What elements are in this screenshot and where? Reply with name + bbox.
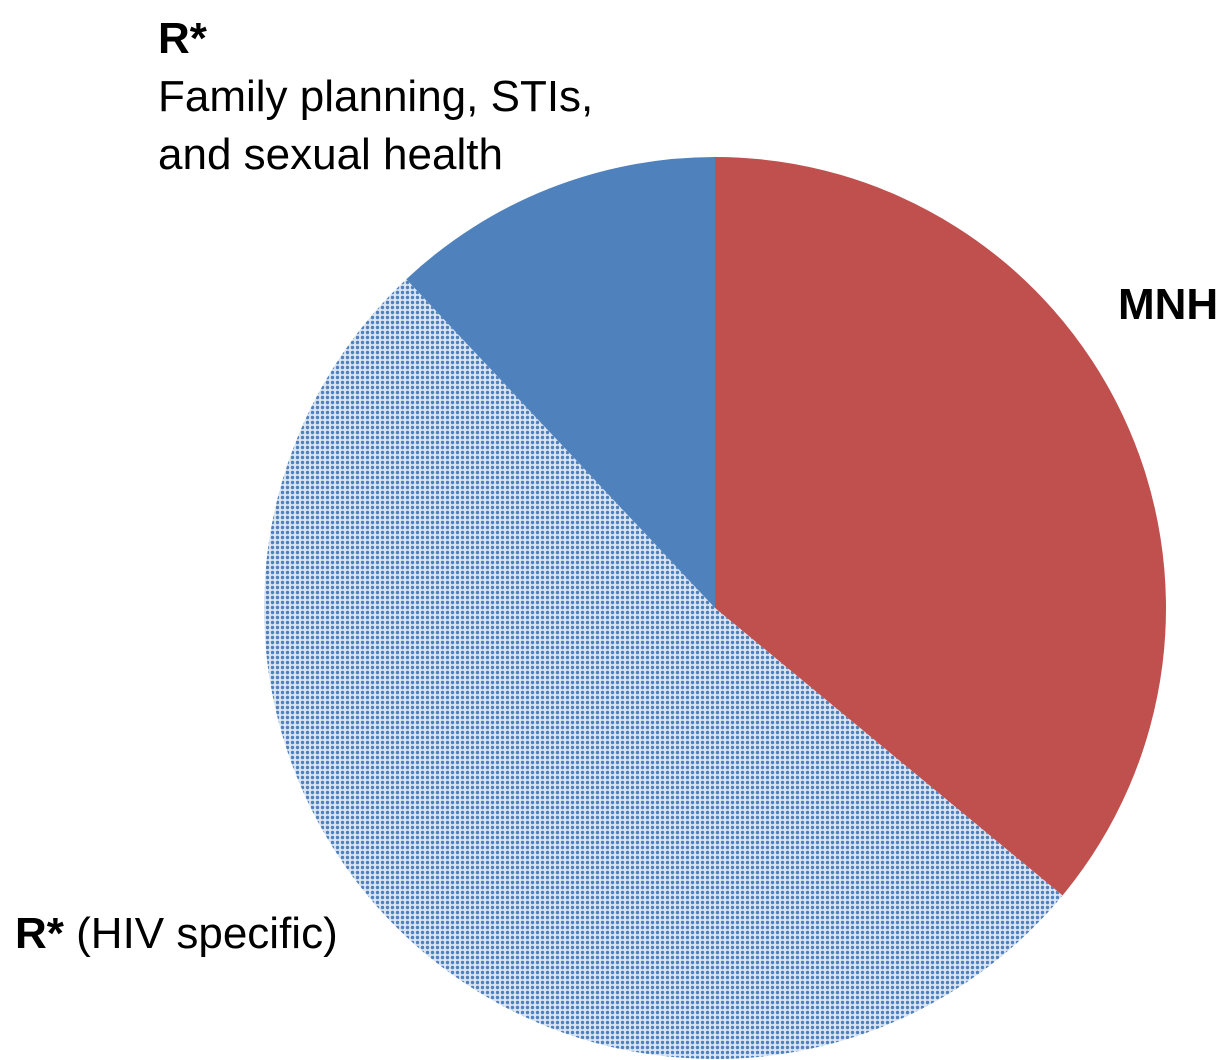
pie-slice [406, 157, 715, 608]
pie-slice [263, 279, 1063, 1060]
slice-label: R* Family planning, STIs, and sexual hea… [158, 14, 594, 179]
slice-label: MNH [1118, 280, 1219, 329]
slice-label: R* (HIV specific) [15, 909, 338, 958]
pie-slice [715, 157, 1166, 896]
